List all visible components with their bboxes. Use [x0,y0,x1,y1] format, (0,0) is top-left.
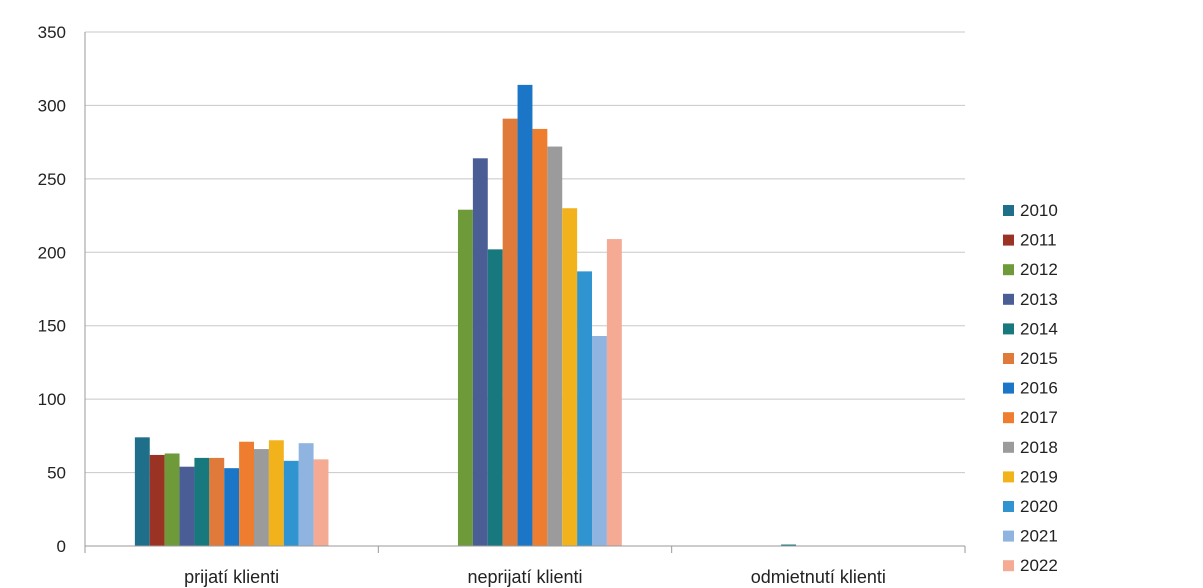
category-label: odmietnutí klienti [751,567,886,587]
bar-2018-1 [547,146,563,546]
category-label: prijatí klienti [184,567,279,587]
y-tick-label: 100 [38,390,66,409]
bars [134,84,796,547]
bar-2013-0 [179,466,195,546]
bar-2011-0 [149,454,165,546]
bar-2018-0 [254,449,269,546]
bar-2019-0 [268,440,284,546]
category-label: neprijatí klienti [467,567,582,587]
bar-2014-0 [194,457,210,546]
legend-swatch-2011 [1003,234,1014,246]
legend-label-2016: 2016 [1020,379,1058,398]
y-axis: 0 50 100 150 200 250 300 350 [38,23,86,556]
legend-label-2014: 2014 [1020,319,1058,338]
y-tick-label: 300 [38,96,66,115]
legend-swatch-2017 [1003,412,1014,424]
legend-swatch-2014 [1003,323,1014,335]
bar-2014-1 [487,249,503,546]
bar-2013-1 [472,158,488,546]
x-axis: prijatí klienti neprijatí klienti odmietnu… [84,545,966,587]
legend-label-2022: 2022 [1020,556,1058,575]
y-tick-label: 0 [57,537,66,556]
bar-2020-1 [577,271,593,546]
legend-swatch-2018 [1003,441,1014,453]
bar-2017-0 [239,441,255,546]
legend-swatch-2022 [1003,560,1014,572]
y-tick-label: 200 [38,243,66,262]
bar-2015-0 [209,457,225,546]
bar-2012-1 [457,209,473,546]
legend-swatch-2012 [1003,264,1014,276]
bar-2020-0 [283,460,299,546]
legend-swatch-2016 [1003,382,1014,394]
legend-label-2017: 2017 [1020,408,1058,427]
y-tick-label: 250 [38,170,66,189]
legend-label-2019: 2019 [1020,467,1058,486]
bar-2014-2 [781,544,796,546]
legend-label-2020: 2020 [1020,497,1058,516]
legend-swatch-2020 [1003,501,1014,512]
bar-2010-0 [134,437,150,546]
legend-label-2013: 2013 [1020,290,1058,309]
legend-swatch-2019 [1003,471,1014,483]
legend-label-2012: 2012 [1020,260,1058,279]
bar-2015-1 [502,118,518,546]
bar-2012-0 [164,453,180,546]
bar-2017-1 [532,128,548,546]
bar-2022-1 [606,239,622,546]
legend-swatch-2015 [1003,353,1014,364]
y-tick-label: 150 [38,317,66,336]
legend-swatch-2010 [1003,205,1014,216]
bar-2021-0 [298,443,314,546]
legend-label-2018: 2018 [1020,438,1058,457]
y-tick-label: 50 [47,464,66,483]
legend-label-2021: 2021 [1020,527,1058,546]
bar-2016-0 [224,468,240,546]
bar-2019-1 [562,208,578,546]
legend-label-2011: 2011 [1020,231,1057,250]
y-tick-label: 350 [38,23,66,42]
bar-2016-1 [517,84,533,547]
legend-swatch-2013 [1003,293,1014,305]
bar-2022-0 [313,459,329,546]
legend-label-2010: 2010 [1020,201,1058,220]
legend-label-2015: 2015 [1020,349,1058,368]
legend: 2010 2011 2012 2013 2014 2015 2016 2017 2018 2019… [1003,201,1058,575]
bar-2021-1 [592,335,607,546]
legend-swatch-2021 [1003,530,1014,542]
